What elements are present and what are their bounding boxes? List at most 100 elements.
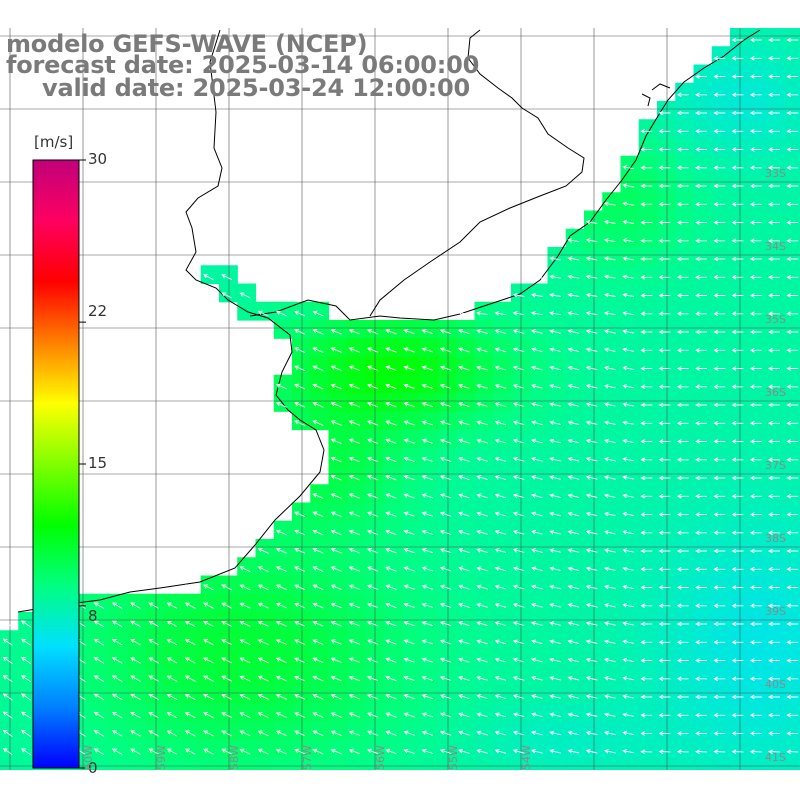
wind-arrow [658, 329, 671, 335]
wind-cell [766, 338, 786, 358]
wind-cell [346, 411, 366, 431]
wind-cell [730, 265, 749, 285]
wind-arrow [294, 584, 306, 591]
wind-cell [310, 520, 330, 540]
wind-cell [200, 666, 220, 686]
wind-cell [164, 593, 184, 613]
wind-cell [310, 739, 330, 759]
wind-arrow [20, 620, 32, 628]
wind-arrow [330, 529, 342, 536]
wind-cell [164, 739, 184, 759]
wind-cell [255, 648, 275, 668]
wind-cell [784, 703, 800, 723]
wind-arrow [130, 657, 141, 664]
wind-cell [565, 685, 585, 704]
wind-cell [784, 739, 800, 759]
wind-arrow [166, 730, 178, 737]
wind-arrow [512, 548, 525, 553]
wind-arrow [275, 310, 287, 317]
wind-cell [711, 265, 731, 285]
wind-arrow [768, 147, 780, 152]
wind-arrow [439, 402, 452, 408]
wind-arrow [348, 621, 361, 627]
wind-arrow [658, 183, 671, 189]
wind-cell [511, 703, 530, 723]
wind-arrow [768, 37, 780, 43]
wind-arrow [294, 529, 306, 536]
wind-arrow [2, 656, 13, 664]
wind-cell [711, 612, 731, 631]
wind-arrow [585, 529, 598, 535]
wind-cell [784, 557, 800, 577]
wind-arrow [257, 584, 269, 591]
lat-lon-grid [0, 28, 800, 770]
wind-arrow [458, 529, 470, 535]
wind-cell [310, 593, 330, 613]
wind-arrow [257, 620, 269, 627]
wind-arrow [768, 92, 780, 98]
wind-arrow [494, 584, 507, 590]
wind-arrow [658, 402, 671, 408]
wind-cell [383, 484, 403, 504]
wind-arrow [695, 256, 707, 262]
wind-arrow [622, 548, 634, 553]
wind-cell [419, 703, 439, 723]
wind-arrow [367, 602, 379, 609]
wind-cell [547, 429, 567, 449]
wind-cell [529, 374, 549, 394]
wind-cell [693, 283, 713, 303]
wind-cell [766, 612, 786, 631]
wind-arrow [603, 347, 616, 353]
wind-arrow [695, 402, 707, 408]
wind-arrow [239, 584, 251, 591]
wind-cell [748, 502, 768, 522]
wind-arrow [312, 383, 324, 390]
wind-arrow [20, 729, 32, 737]
wind-arrow [676, 694, 689, 700]
wind-arrow [112, 620, 123, 628]
wind-cell [146, 612, 165, 631]
wind-cell [438, 356, 457, 376]
wind-cell [638, 703, 658, 723]
wind-arrow [713, 457, 726, 463]
wind-arrow [221, 292, 233, 299]
wind-arrow [367, 657, 379, 663]
wind-cell [748, 593, 768, 613]
wind-cell [547, 393, 567, 412]
wind-arrow [512, 420, 525, 426]
wind-cell [127, 739, 147, 759]
wind-cell [237, 666, 257, 686]
wind-arrow [786, 238, 799, 244]
wind-cell [492, 484, 512, 504]
wind-cell [602, 703, 622, 723]
wind-arrow [184, 620, 196, 627]
wind-cell [18, 612, 38, 631]
wind-arrow [421, 694, 434, 700]
wind-arrow [494, 730, 507, 736]
wind-arrow [695, 347, 707, 353]
wind-arrow [676, 238, 689, 244]
wind-arrow [403, 438, 415, 444]
wind-arrow [731, 238, 744, 244]
wind-cell [693, 612, 713, 631]
wind-cell [584, 666, 603, 686]
wind-arrow [768, 165, 780, 171]
wind-cell [127, 648, 147, 668]
wind-cell [565, 447, 585, 467]
wind-cell [638, 393, 658, 412]
wind-cell [310, 612, 330, 631]
wind-arrow [658, 548, 671, 554]
wind-cell [292, 593, 311, 613]
wind-cell [91, 648, 111, 668]
wind-cell [383, 374, 403, 394]
wind-cell [328, 320, 348, 339]
wind-cell [492, 630, 512, 650]
wind-arrow [731, 256, 744, 262]
wind-arrow [658, 603, 671, 609]
wind-cell [474, 338, 494, 358]
wind-cell [565, 429, 585, 449]
wind-cell [91, 685, 111, 704]
wind-arrow [676, 749, 689, 754]
wind-arrow [458, 730, 470, 736]
wind-cell [602, 228, 622, 248]
